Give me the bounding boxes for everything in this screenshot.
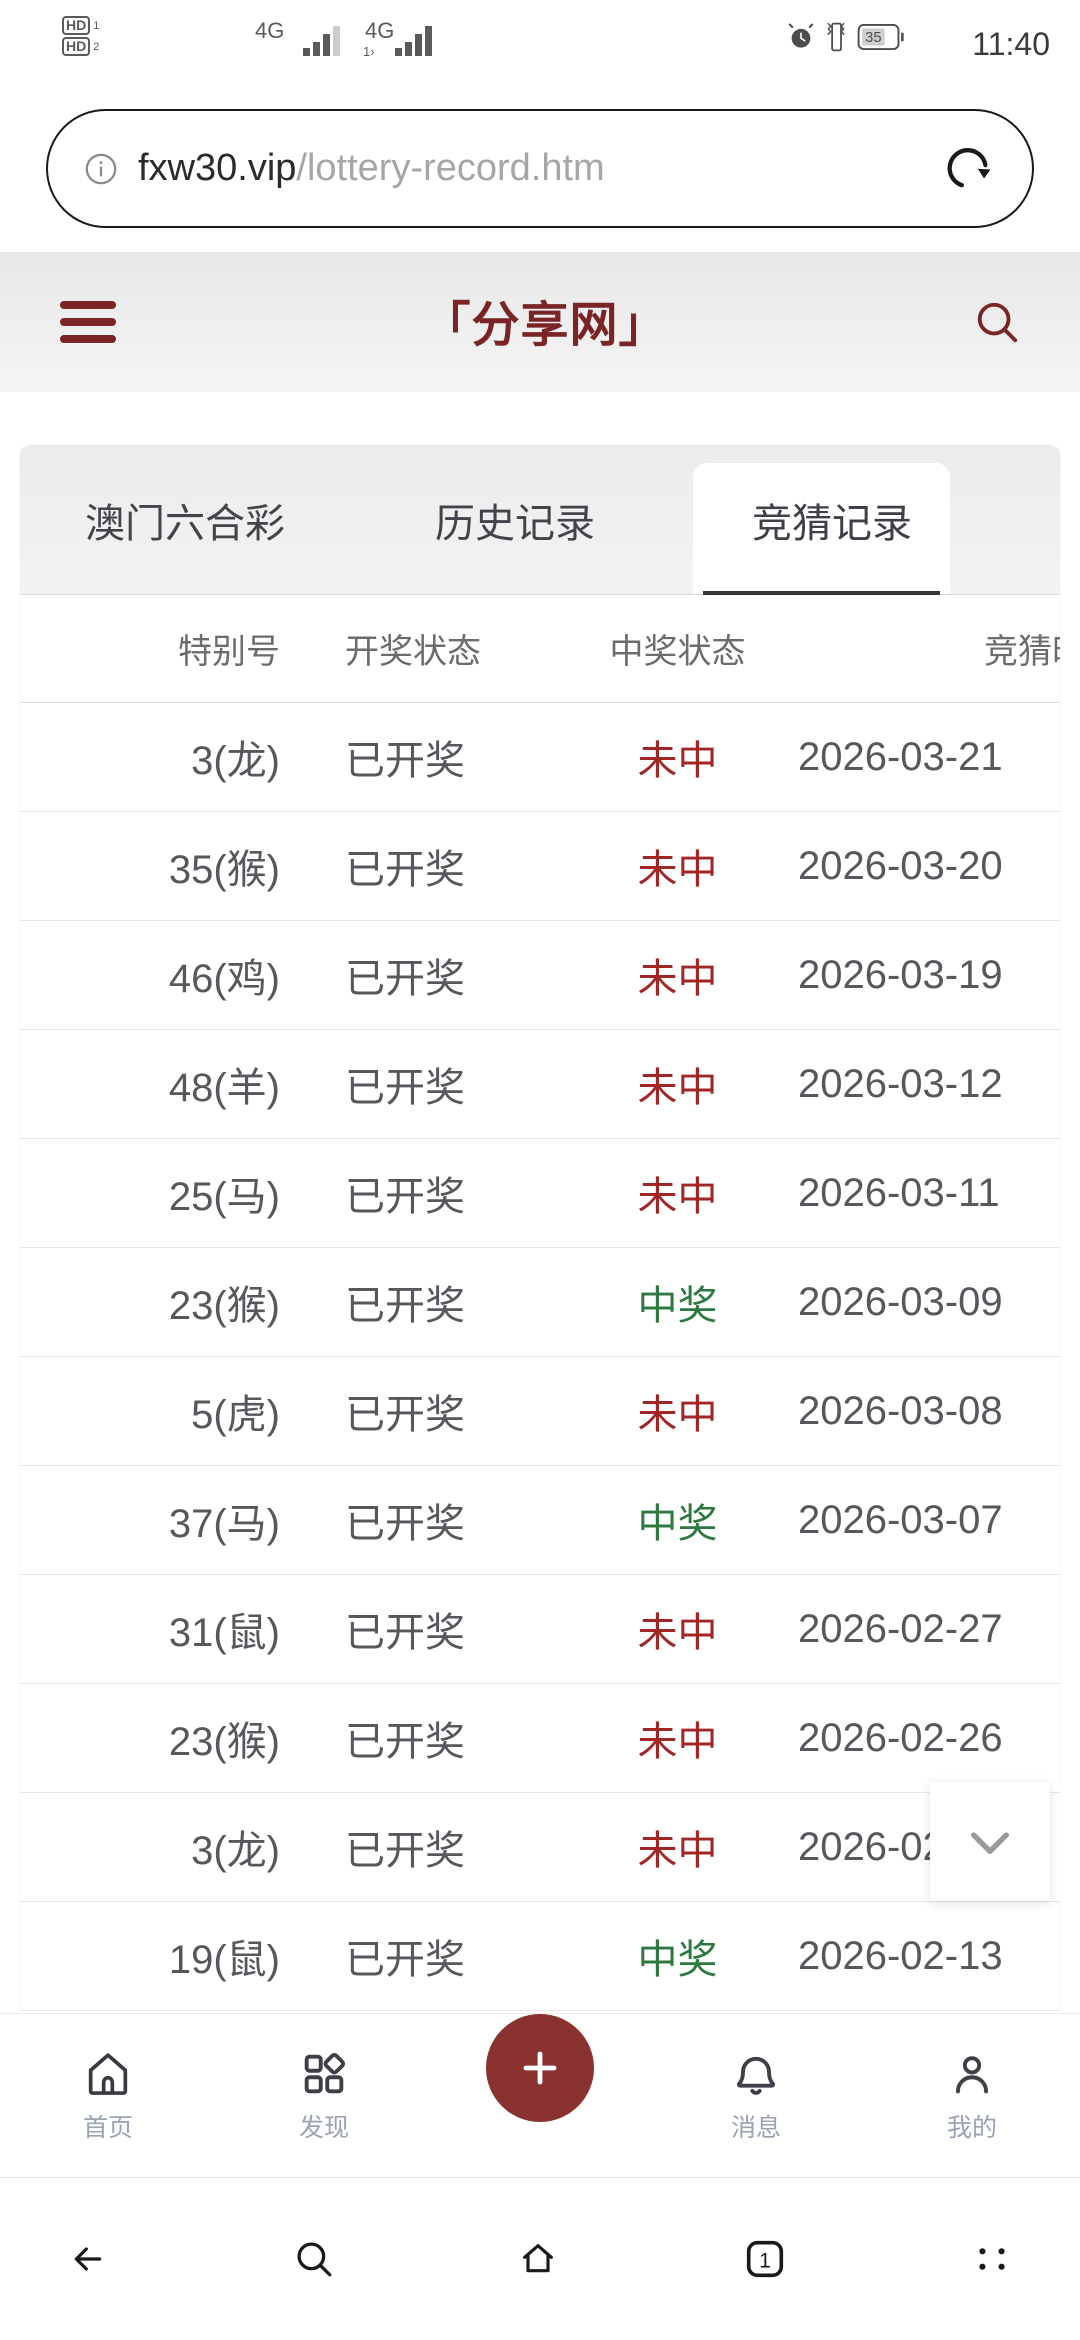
svg-text:1›: 1› [363, 44, 375, 59]
svg-text:4G: 4G [365, 18, 394, 43]
svg-text:1: 1 [759, 2250, 771, 2273]
svg-text:4G: 4G [255, 18, 284, 43]
svg-text:35: 35 [865, 30, 881, 46]
